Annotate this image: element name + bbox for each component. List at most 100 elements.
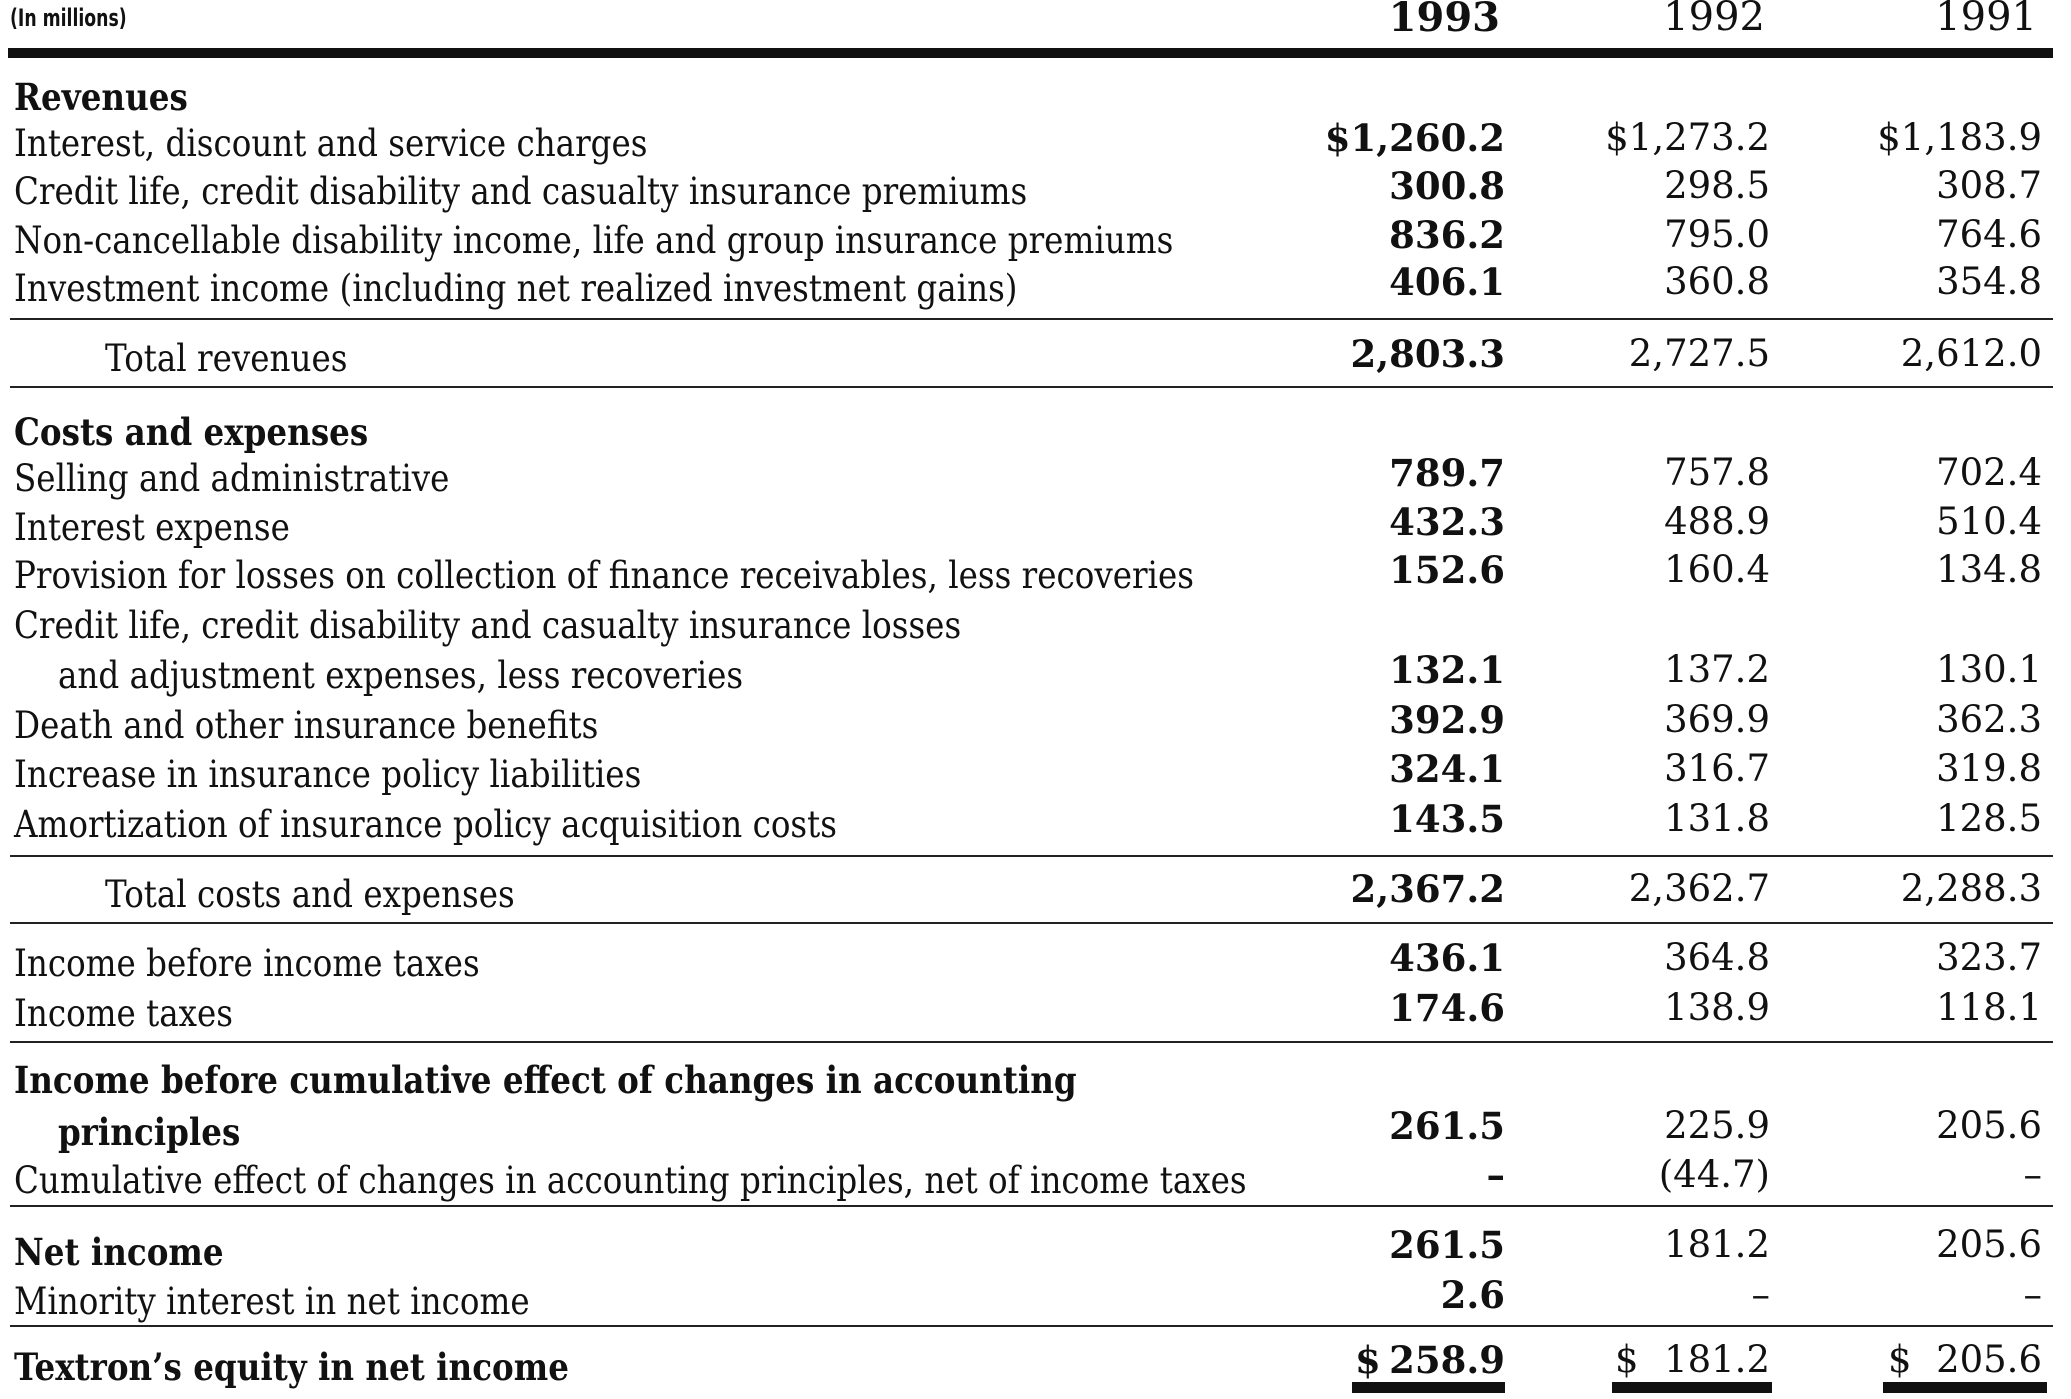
cell-1992: $1,273.2: [1605, 116, 1770, 159]
cell-1993: 132.1: [1389, 648, 1505, 692]
row-label-total: Total costs and expenses: [105, 873, 515, 916]
row-label: Interest expense: [14, 506, 290, 549]
cell-1992: 757.8: [1664, 451, 1770, 494]
row-label: principles: [58, 1110, 241, 1154]
divider: [10, 318, 2053, 320]
cell-1992: 298.5: [1664, 164, 1770, 207]
cell-1993: 258.9: [1389, 1338, 1505, 1382]
row-label: Interest, discount and service charges: [14, 122, 648, 165]
row-label: and adjustment expenses, less recoveries: [58, 654, 744, 697]
row-label: Income before cumulative effect of chang…: [14, 1058, 1077, 1102]
currency-symbol: $: [1615, 1338, 1639, 1381]
divider: [10, 1205, 2053, 1207]
cell-1991: 134.8: [1936, 548, 2042, 591]
double-underline: [1352, 1382, 1505, 1393]
divider: [10, 922, 2053, 924]
header-rule: [8, 48, 2053, 58]
cell-1993: 436.1: [1389, 936, 1505, 980]
cell-1993: 2,367.2: [1350, 867, 1506, 911]
row-label: Death and other insurance benefits: [14, 704, 599, 747]
cell-1993: 300.8: [1389, 164, 1505, 208]
cell-1992: 316.7: [1664, 747, 1770, 790]
cell-1992: 369.9: [1664, 698, 1770, 741]
cell-1991: $1,183.9: [1877, 116, 2042, 159]
cell-1993: 789.7: [1389, 451, 1505, 495]
cell-1991: 764.6: [1936, 213, 2042, 256]
cell-1993: 2,803.3: [1350, 332, 1506, 376]
cell-1993: 324.1: [1389, 747, 1505, 791]
cell-1992: 364.8: [1664, 936, 1770, 979]
double-underline: [1612, 1382, 1772, 1393]
cell-1991: 510.4: [1936, 500, 2042, 543]
units-label: (In millions): [10, 4, 127, 32]
row-label: Net income: [14, 1230, 224, 1274]
year-header-1993: 1993: [1388, 0, 1500, 41]
cell-1991: 308.7: [1936, 164, 2042, 207]
cell-1991: 702.4: [1936, 451, 2042, 494]
cell-1993: 432.3: [1389, 500, 1505, 544]
row-label: Non-cancellable disability income, life …: [14, 219, 1174, 262]
cell-1991: 128.5: [1936, 797, 2042, 840]
cell-1992: 2,362.7: [1628, 867, 1770, 910]
cell-1992: 181.2: [1664, 1223, 1770, 1266]
row-label: Provision for losses on collection of fi…: [14, 554, 1194, 597]
row-label: Credit life, credit disability and casua…: [14, 604, 962, 647]
double-underline: [1883, 1382, 2047, 1393]
cell-1992: 181.2: [1664, 1338, 1770, 1381]
cell-1993: 261.5: [1389, 1223, 1505, 1267]
cell-1993: $1,260.2: [1324, 116, 1505, 160]
row-label: Minority interest in net income: [14, 1280, 530, 1323]
cell-1991: –: [2023, 1273, 2043, 1316]
cell-1993: 2.6: [1440, 1273, 1505, 1317]
cell-1991: 130.1: [1936, 648, 2042, 691]
cell-1992: 488.9: [1664, 500, 1770, 543]
row-label: Investment income (including net realize…: [14, 267, 1018, 310]
row-label: Selling and administrative: [14, 457, 450, 500]
cell-1991: 205.6: [1936, 1104, 2042, 1147]
year-header-1992: 1992: [1663, 0, 1765, 40]
cell-1991: 118.1: [1936, 986, 2042, 1029]
cell-1992: 138.9: [1664, 986, 1770, 1029]
year-header-1991: 1991: [1935, 0, 2037, 40]
row-label: Credit life, credit disability and casua…: [14, 170, 1028, 213]
cell-1991: 323.7: [1936, 936, 2042, 979]
row-label: Increase in insurance policy liabilities: [14, 753, 642, 796]
cell-1991: 205.6: [1936, 1223, 2042, 1266]
cell-1993: 261.5: [1389, 1104, 1505, 1148]
currency-symbol: $: [1355, 1338, 1381, 1382]
row-label-total: Total revenues: [105, 337, 348, 380]
cell-1992: –: [1751, 1273, 1771, 1316]
cell-1993: 392.9: [1389, 698, 1505, 742]
cell-1991: 319.8: [1936, 747, 2042, 790]
cell-1991: 354.8: [1936, 260, 2042, 303]
cell-1991: 362.3: [1936, 698, 2042, 741]
row-label: Amortization of insurance policy acquisi…: [14, 803, 837, 846]
cell-1992: 2,727.5: [1628, 332, 1770, 375]
cell-1992: (44.7): [1658, 1153, 1770, 1196]
row-label: Income before income taxes: [14, 942, 480, 985]
cell-1991: –: [2023, 1153, 2043, 1196]
cell-1993: 174.6: [1389, 986, 1505, 1030]
cell-1992: 137.2: [1664, 648, 1770, 691]
cell-1991: 2,612.0: [1900, 332, 2042, 375]
currency-symbol: $: [1888, 1338, 1912, 1381]
cell-1991: 205.6: [1936, 1338, 2042, 1381]
cell-1993: –: [1486, 1153, 1506, 1197]
divider: [10, 855, 2053, 857]
cell-1993: 143.5: [1389, 797, 1505, 841]
row-label: Textron’s equity in net income: [14, 1345, 569, 1389]
row-label: Income taxes: [14, 992, 234, 1035]
divider: [10, 1325, 2053, 1327]
cell-1992: 225.9: [1664, 1104, 1770, 1147]
divider: [10, 386, 2053, 388]
section-revenues: Revenues: [14, 75, 188, 119]
cell-1993: 406.1: [1389, 260, 1505, 304]
row-label: Cumulative effect of changes in accounti…: [14, 1159, 1247, 1202]
divider: [10, 1041, 2053, 1043]
section-costs: Costs and expenses: [14, 410, 369, 454]
cell-1993: 152.6: [1389, 548, 1505, 592]
cell-1992: 131.8: [1664, 797, 1770, 840]
cell-1992: 360.8: [1664, 260, 1770, 303]
cell-1993: 836.2: [1389, 213, 1505, 257]
